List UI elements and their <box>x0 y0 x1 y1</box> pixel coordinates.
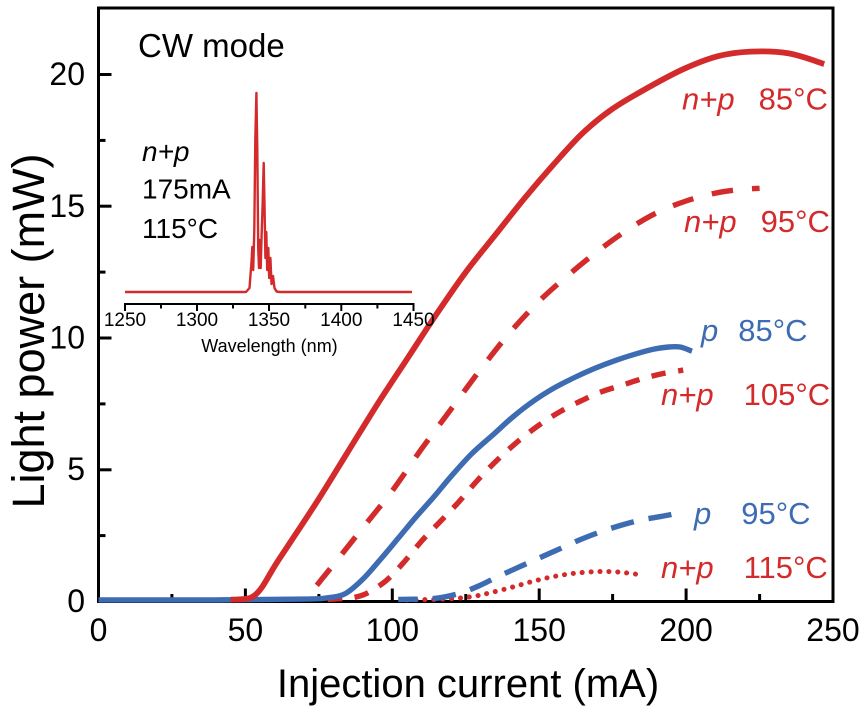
svg-text:p95°C: p 95°C <box>693 496 811 531</box>
svg-text:50: 50 <box>228 612 264 648</box>
svg-text:10: 10 <box>49 320 85 356</box>
svg-text:100: 100 <box>366 612 419 648</box>
svg-text:CW mode: CW mode <box>138 27 285 64</box>
svg-text:p85°C: p 85°C <box>700 313 808 348</box>
svg-text:1450: 1450 <box>392 310 434 331</box>
svg-text:Injection current (mA): Injection current (mA) <box>277 662 659 706</box>
svg-text:115°C: 115°C <box>142 213 218 244</box>
svg-text:1250: 1250 <box>104 310 146 331</box>
svg-text:250: 250 <box>806 612 859 648</box>
svg-text:0: 0 <box>67 583 85 619</box>
svg-text:n+p85°C: n+p 85°C <box>682 82 828 117</box>
svg-text:Wavelength (nm): Wavelength (nm) <box>201 336 337 356</box>
svg-text:175mA: 175mA <box>142 174 231 205</box>
svg-text:Light power (mW): Light power (mW) <box>3 153 54 508</box>
svg-text:150: 150 <box>513 612 566 648</box>
svg-text:1350: 1350 <box>248 310 290 331</box>
svg-text:n+p: n+p <box>142 136 190 167</box>
svg-text:0: 0 <box>90 612 108 648</box>
svg-text:200: 200 <box>659 612 712 648</box>
svg-text:5: 5 <box>67 451 85 487</box>
svg-text:1300: 1300 <box>176 310 218 331</box>
svg-text:20: 20 <box>49 56 85 92</box>
svg-text:n+p95°C: n+p 95°C <box>684 204 830 239</box>
svg-text:15: 15 <box>49 188 85 224</box>
svg-text:1400: 1400 <box>320 310 362 331</box>
